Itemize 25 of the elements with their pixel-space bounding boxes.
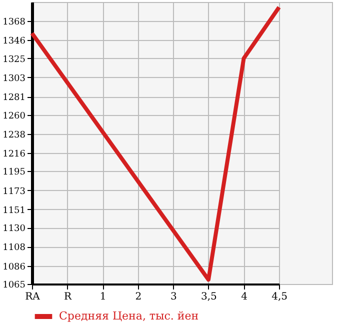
y-tick-label: 1368 — [2, 18, 26, 28]
x-tick-label: R — [64, 292, 72, 302]
x-tick-label: 4,5 — [272, 292, 288, 302]
y-tick-label: 1346 — [2, 36, 26, 47]
x-tick-label: 4 — [241, 292, 248, 302]
y-tick-label: 1303 — [2, 74, 26, 84]
y-tick-label: 1130 — [2, 224, 26, 234]
y-tick-label: 1086 — [2, 262, 26, 272]
y-tick-label: 1216 — [2, 149, 26, 160]
y-tick-label: 1260 — [2, 111, 26, 122]
y-tick-label: 1065 — [2, 280, 26, 290]
x-tick-label: RA — [25, 292, 41, 302]
y-tick-label: 1325 — [2, 54, 26, 65]
y-tick-label: 1173 — [2, 186, 26, 197]
y-tick-label: 1108 — [2, 243, 26, 254]
y-tick-label: 1238 — [2, 130, 26, 140]
x-tick-label: 3 — [170, 292, 177, 302]
x-tick-label: 1 — [100, 292, 106, 302]
x-tick-label: 2 — [135, 292, 142, 302]
y-tick-label: 1281 — [2, 93, 26, 104]
y-tick-label: 1151 — [2, 206, 26, 216]
legend-label: Средняя Цена, тыс. йен — [59, 310, 199, 322]
y-tick-label: 1195 — [2, 168, 26, 178]
line-series — [30, 5, 282, 282]
x-tick-label: 3,5 — [201, 292, 217, 302]
